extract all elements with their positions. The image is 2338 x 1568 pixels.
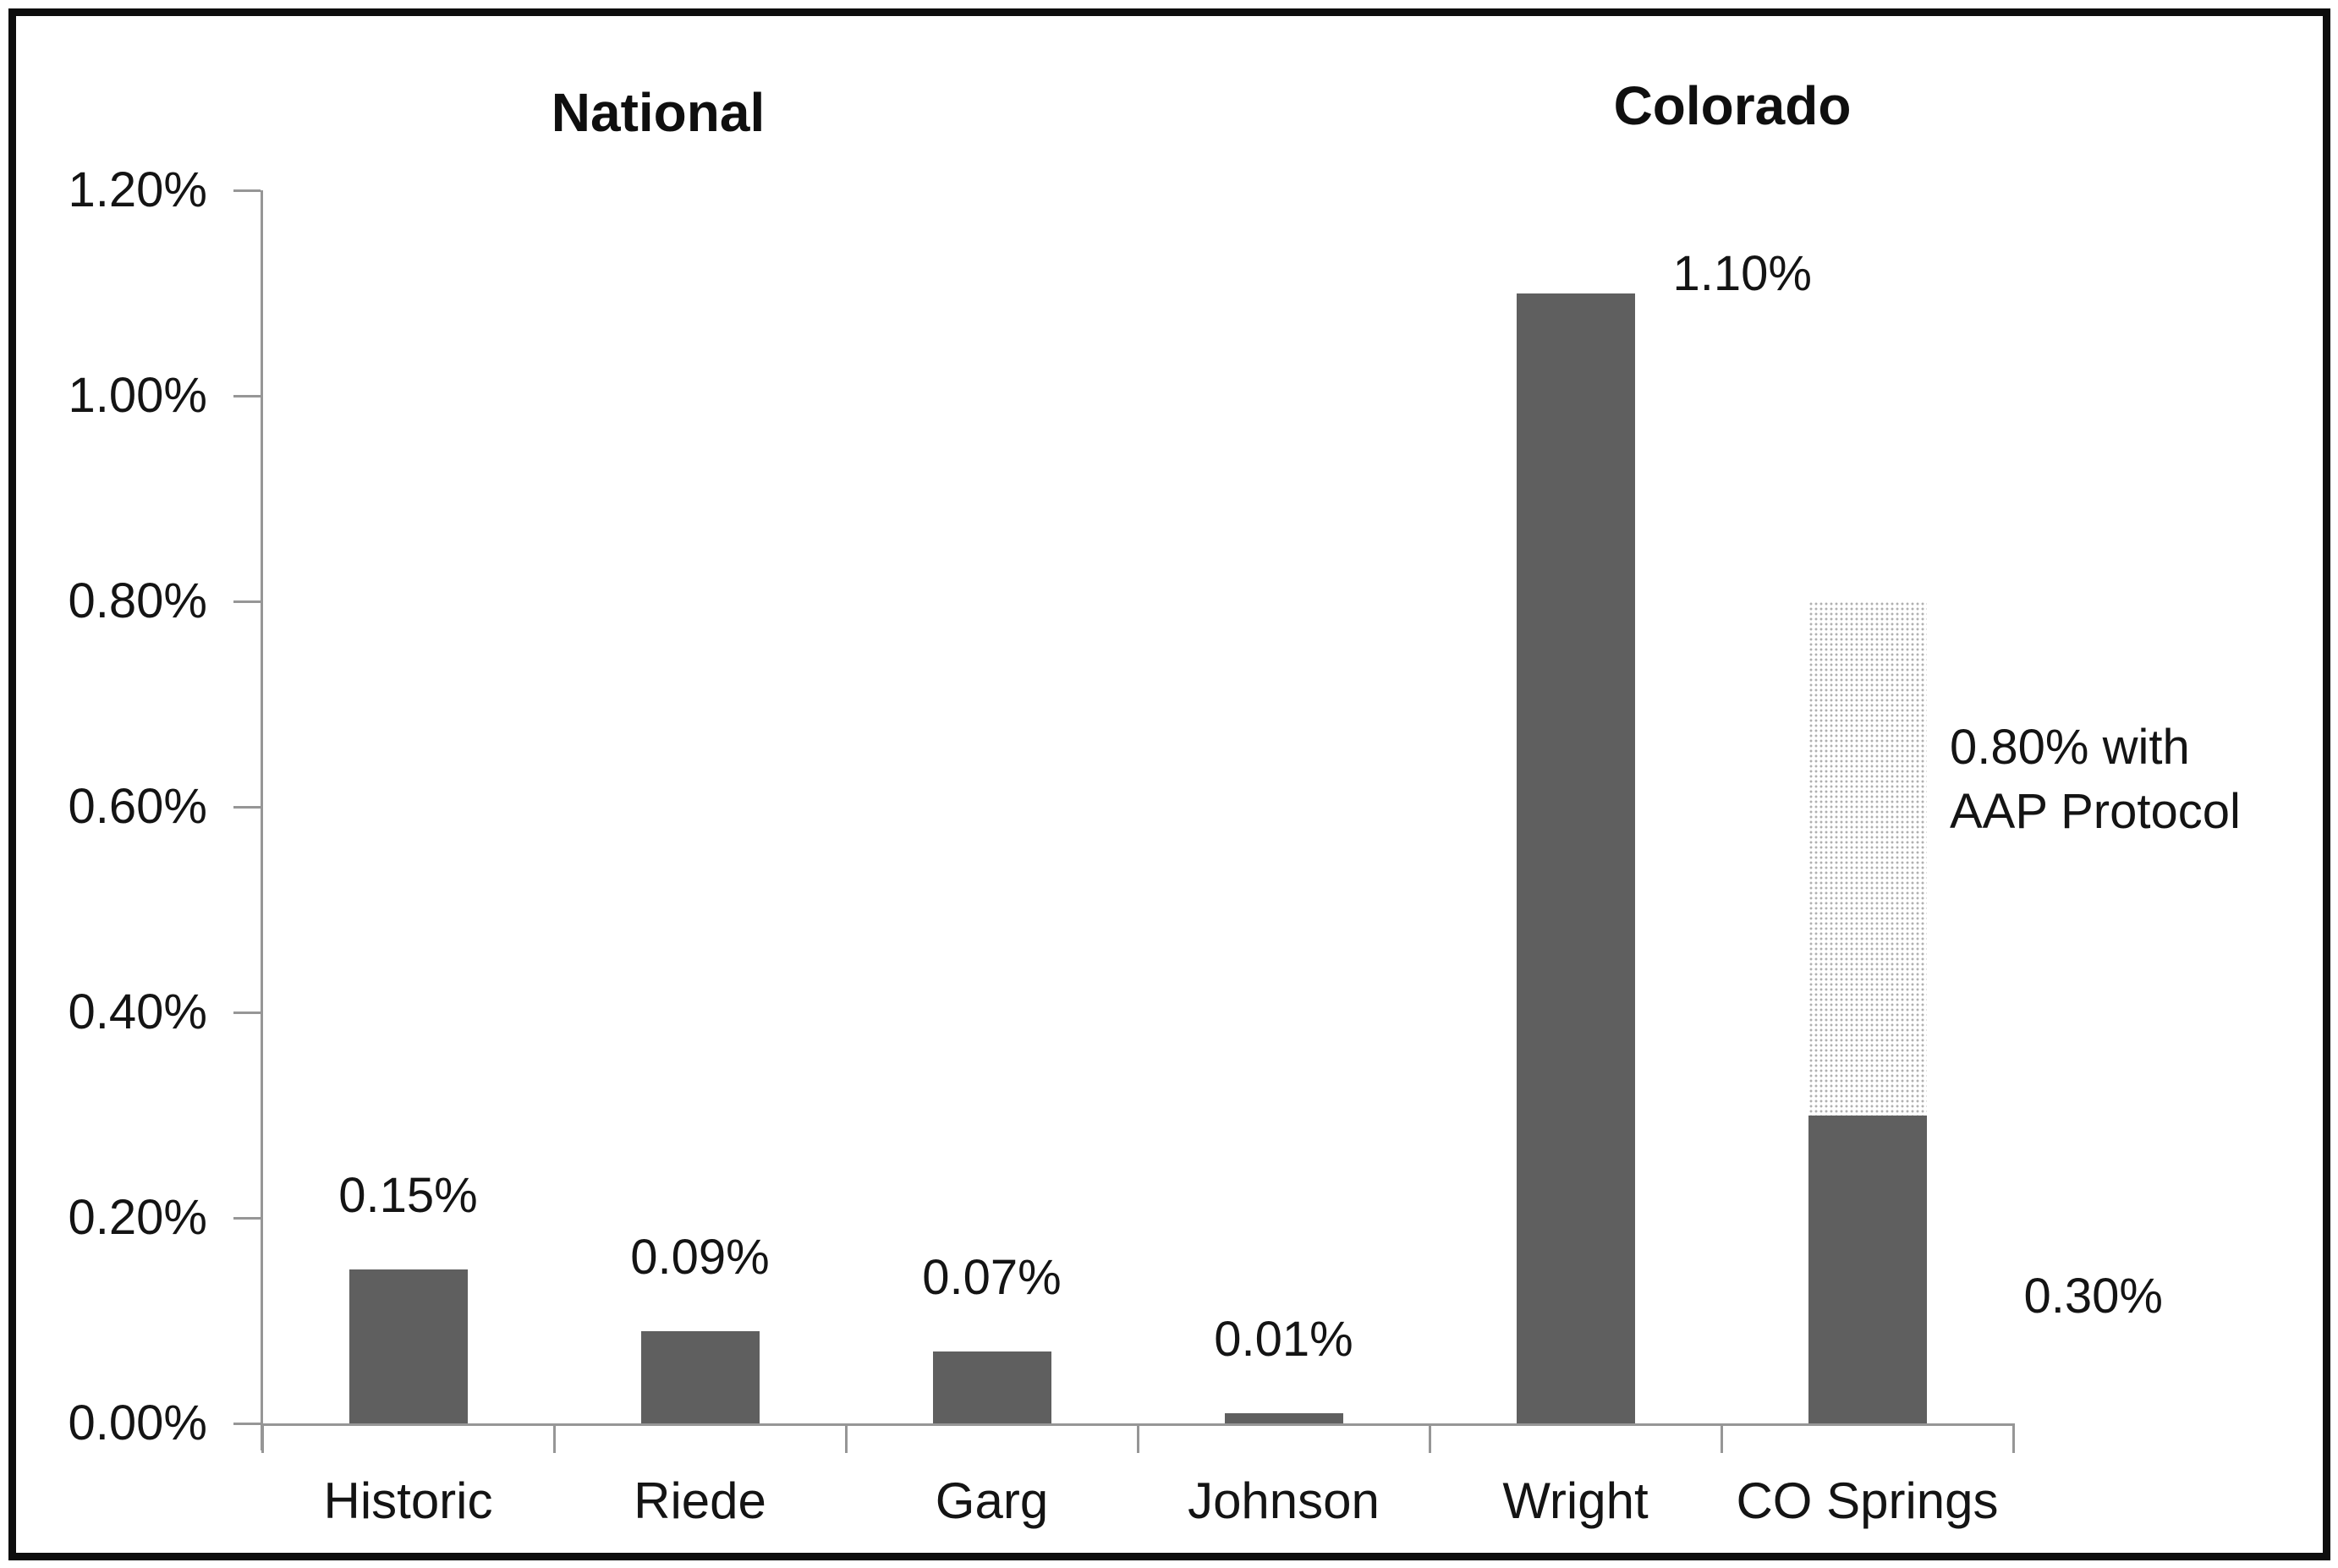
bar-co-springs [1808, 1115, 1927, 1423]
bar-value-label-riede: 0.09% [630, 1229, 770, 1285]
bar-value-label-johnson: 0.01% [1214, 1311, 1353, 1367]
bar-garg [932, 1351, 1051, 1423]
y-axis-tick [233, 600, 261, 603]
x-axis-tick [845, 1423, 848, 1453]
y-axis-tick-label: 0.80% [68, 573, 207, 628]
x-axis-tick [1721, 1423, 1723, 1453]
x-axis-tick [1429, 1423, 1431, 1453]
bar-value-label-historic: 0.15% [338, 1167, 478, 1223]
y-axis-line [261, 190, 263, 1450]
category-label-wright: Wright [1502, 1472, 1649, 1529]
bar-value-label-wright: 1.10% [1672, 245, 1812, 301]
section-title-national: National [551, 82, 766, 143]
annotation-line-2: AAP Protocol [1950, 784, 2241, 839]
section-title-colorado: Colorado [1613, 75, 1852, 136]
y-axis-tick [233, 1012, 261, 1014]
bar-value-label-garg: 0.07% [922, 1249, 1062, 1305]
x-axis-tick [2012, 1423, 2015, 1453]
y-axis-tick [233, 189, 261, 192]
bar-value-label-co-springs: 0.30% [2023, 1269, 2163, 1324]
y-axis-tick [233, 806, 261, 809]
x-axis-tick [261, 1423, 264, 1453]
y-axis-tick-label: 0.20% [68, 1190, 207, 1245]
y-axis-tick [233, 1217, 261, 1220]
annotation-aap-protocol: 0.80% with AAP Protocol [1950, 715, 2241, 844]
bar-stipple-co-springs [1808, 601, 1927, 1116]
y-axis-tick-label: 0.40% [68, 984, 207, 1039]
x-axis-tick [553, 1423, 556, 1453]
annotation-line-1: 0.80% with [1950, 720, 2190, 775]
bar-wright [1516, 293, 1635, 1423]
x-axis-tick [1137, 1423, 1139, 1453]
bar-historic [349, 1269, 468, 1423]
category-label-riede: Riede [634, 1472, 766, 1529]
category-label-garg: Garg [935, 1472, 1049, 1529]
y-axis-tick [233, 395, 261, 397]
y-axis-tick [233, 1423, 261, 1425]
y-axis-tick-label: 1.00% [68, 368, 207, 423]
y-axis-tick-label: 0.00% [68, 1395, 207, 1450]
bar-johnson [1224, 1412, 1343, 1423]
y-axis-tick-label: 0.60% [68, 779, 207, 834]
y-axis-tick-label: 1.20% [68, 162, 207, 217]
category-label-historic: Historic [323, 1472, 493, 1529]
category-label-co-springs: CO Springs [1736, 1472, 1999, 1529]
bar-riede [640, 1330, 760, 1423]
category-label-johnson: Johnson [1188, 1472, 1380, 1529]
